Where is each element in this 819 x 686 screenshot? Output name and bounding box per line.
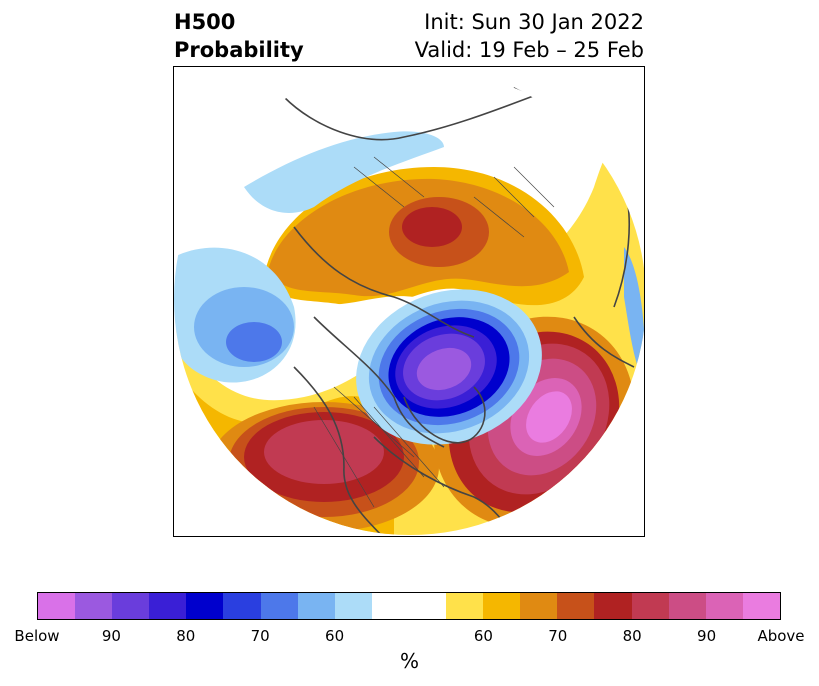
north-low: [244, 131, 444, 213]
colorbar-tick-label: 90: [101, 627, 121, 645]
colorbar-tick-label: 60: [325, 627, 345, 645]
colorbar-cell: [408, 593, 447, 619]
colorbar-tick-label: Below: [14, 627, 60, 645]
atlantic-high-6: [526, 391, 572, 443]
colorbar-cell: [742, 593, 780, 619]
colorbar-cell: [557, 593, 595, 619]
colorbar-cell: [631, 593, 669, 619]
colorbar-cell: [112, 593, 150, 619]
colorbar-cell: [520, 593, 558, 619]
colorbar-cell: [446, 593, 484, 619]
colorbar-tick-label: 60: [473, 627, 493, 645]
colorbar-cell: [668, 593, 706, 619]
colorbar-cell: [594, 593, 632, 619]
colorbar-cell: [705, 593, 743, 619]
colorbar-ticks: Below 90 80 70 60 60 70 80 90 Above: [14, 627, 804, 647]
pacific-low-3: [226, 322, 282, 362]
colorbar-cell: [260, 593, 298, 619]
title-variable: H500: [174, 10, 236, 34]
colorbar-cell: [186, 593, 224, 619]
canada-low-7: [416, 347, 472, 391]
southwest-high-4: [264, 420, 384, 484]
colorbar-tick-label: 70: [250, 627, 270, 645]
title-init-date: Init: Sun 30 Jan 2022: [424, 10, 644, 34]
colorbar-tick-label: 90: [697, 627, 717, 645]
title-product: Probability: [174, 38, 304, 62]
title-valid-range: Valid: 19 Feb – 25 Feb: [414, 38, 644, 62]
colorbar-tick-label: 80: [176, 627, 196, 645]
colorbar-cell: [223, 593, 261, 619]
colorbar-cell: [371, 593, 409, 619]
colorbar-tick-label: Above: [757, 627, 805, 645]
borders: [313, 156, 555, 508]
colorbar-tick-label: 70: [548, 627, 568, 645]
colorbar-cell: [75, 593, 113, 619]
colorbar-cell: [297, 593, 335, 619]
colorbar-cell: [483, 593, 521, 619]
colorbar-tick-label: 80: [622, 627, 642, 645]
colorbar-cell: [149, 593, 187, 619]
probability-map: [173, 66, 645, 537]
chart-title-left: H500 Probability: [174, 8, 304, 64]
chart-title-right: Init: Sun 30 Jan 2022 Valid: 19 Feb – 25…: [415, 8, 644, 64]
greenland-high-core: [402, 207, 462, 247]
colorbar-cell: [38, 593, 76, 619]
colorbar-label: %: [399, 649, 419, 673]
map-canvas: [174, 67, 644, 535]
colorbar: [37, 592, 781, 620]
globe-disc: [174, 67, 644, 535]
colorbar-cell: [334, 593, 372, 619]
